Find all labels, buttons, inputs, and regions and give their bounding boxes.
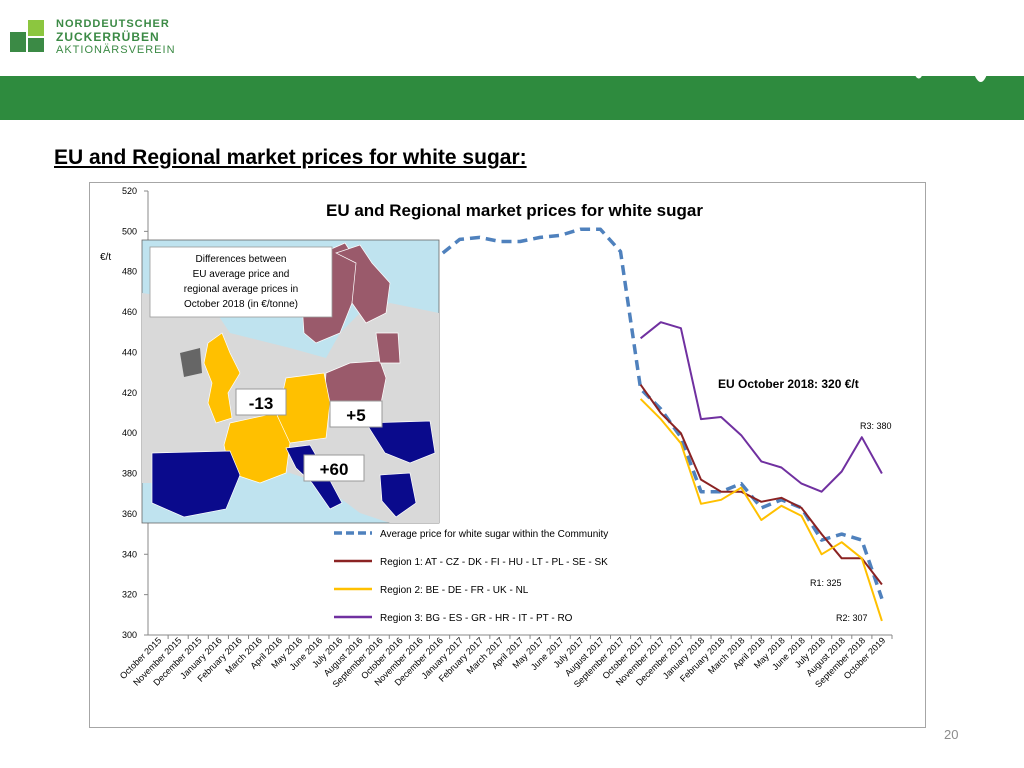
map-region1-baltics xyxy=(375,332,401,364)
inset-r2-box xyxy=(235,388,287,416)
chart-title: EU and Regional market prices for white … xyxy=(326,201,703,220)
map-ireland xyxy=(180,348,202,377)
map-region2-france xyxy=(223,412,291,484)
inset-r3-box xyxy=(303,454,365,482)
inset-caption-box xyxy=(149,246,333,318)
inset-r1-diff: +5 xyxy=(346,406,365,425)
series-lines xyxy=(157,227,884,622)
annotation-r1: R1: 325 xyxy=(810,578,842,588)
y-tick-label: 400 xyxy=(122,428,137,438)
series-line-1 xyxy=(639,384,883,586)
y-tick-label: 300 xyxy=(122,630,137,640)
logo-line-3: AKTIONÄRSVEREIN xyxy=(56,44,176,56)
legend-label: Average price for white sugar within the… xyxy=(380,529,608,540)
logo-line-1: NORDDEUTSCHER xyxy=(56,18,170,30)
inset-r3-diff: +60 xyxy=(320,460,349,479)
y-tick-label: 340 xyxy=(122,549,137,559)
inset-map: Differences between EU average price and… xyxy=(141,239,440,524)
y-tick-label: 460 xyxy=(122,307,137,317)
price-chart: 300 320 340 360 380 400 420 440 460 480 500 520 Oct… xyxy=(100,186,893,689)
map-region2-uk xyxy=(203,332,241,424)
logo: NORDDEUTSCHER ZUCKERRÜBEN AKTIONÄRSVEREI… xyxy=(10,18,180,64)
series-line-3 xyxy=(639,321,883,493)
y-tick-label: 480 xyxy=(122,267,137,277)
logo-line-2: ZUCKERRÜBEN xyxy=(56,30,160,44)
map-region3-iberia xyxy=(151,450,241,518)
sugar-beet-icon xyxy=(859,9,1004,82)
logo-mark-icon xyxy=(10,20,44,52)
y-tick-label: 500 xyxy=(122,226,137,236)
slide-title: EU and Regional market prices for white … xyxy=(54,146,527,169)
y-tick-label: 520 xyxy=(122,186,137,196)
header-band xyxy=(0,76,1024,120)
annotation-r3: R3: 380 xyxy=(860,421,892,431)
y-tick-label: 420 xyxy=(122,388,137,398)
inset-caption-line-2: EU average price and xyxy=(193,269,290,280)
map-region1-finland xyxy=(335,244,391,324)
inset-caption-line-4: October 2018 (in €/tonne) xyxy=(184,299,298,310)
annotation-r2: R2: 307 xyxy=(836,613,868,623)
y-tick-label: 440 xyxy=(122,347,137,357)
logo-text: NORDDEUTSCHER ZUCKERRÜBEN AKTIONÄRSVEREI… xyxy=(56,18,176,57)
inset-caption-line-3: regional average prices in xyxy=(184,284,299,295)
legend-label: Region 1: AT - CZ - DK - FI - HU - LT - … xyxy=(380,557,608,568)
y-tick-label: 360 xyxy=(122,509,137,519)
inset-r2-diff: -13 xyxy=(249,394,274,413)
legend-label: Region 3: BG - ES - GR - HR - IT - PT - … xyxy=(380,613,573,624)
chart-legend: Average price for white sugar within the… xyxy=(334,529,608,624)
chart-frame: 300 320 340 360 380 400 420 440 460 480 500 520 Oct… xyxy=(89,182,926,728)
legend-label: Region 2: BE - DE - FR - UK - NL xyxy=(380,585,529,596)
series-line-2 xyxy=(639,398,883,622)
annotation-eu-october: EU October 2018: 320 €/t xyxy=(718,377,859,391)
y-tick-label: 320 xyxy=(122,590,137,600)
inset-caption-line-1: Differences between xyxy=(196,254,287,265)
page-number: 20 xyxy=(944,727,959,742)
y-axis-label: €/t xyxy=(100,252,111,263)
inset-r1-box xyxy=(329,400,383,428)
map-region3-balkans xyxy=(365,420,436,464)
map-region3-greece xyxy=(379,472,417,518)
y-tick-label: 380 xyxy=(122,469,137,479)
